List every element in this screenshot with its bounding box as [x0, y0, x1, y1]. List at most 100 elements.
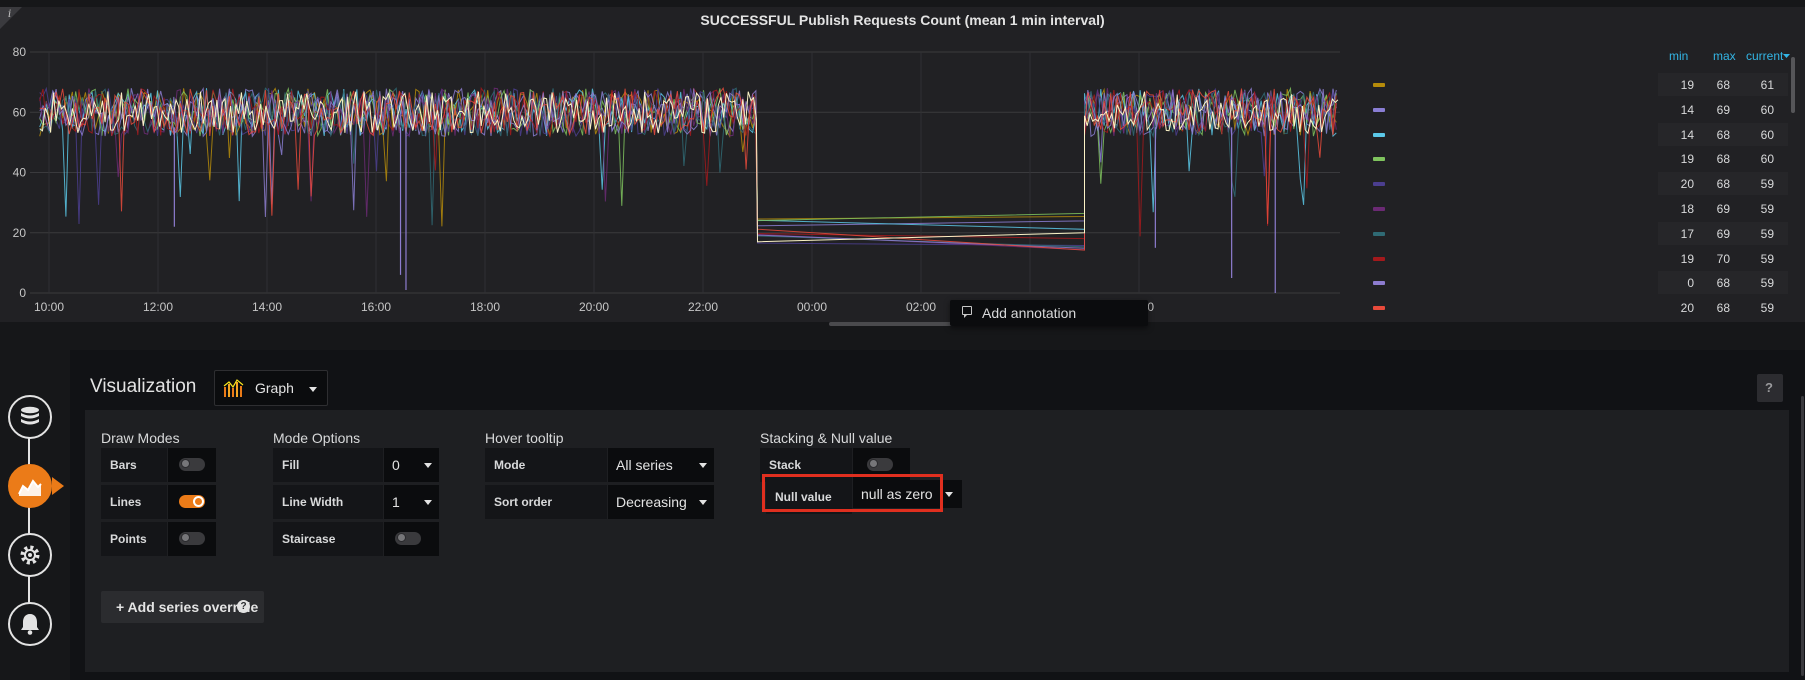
lines-toggle[interactable] [179, 495, 205, 508]
add-series-override-label: + Add series override [116, 599, 259, 615]
legend-swatch[interactable] [1373, 182, 1385, 187]
graph-viz-icon [223, 379, 244, 397]
chevron-down-icon [309, 387, 317, 392]
nav-queries-button[interactable] [8, 395, 52, 439]
draw-modes-title: Draw Modes [101, 430, 180, 446]
legend-swatch[interactable] [1373, 306, 1385, 311]
legend-values: 19 68 60 [1658, 147, 1788, 171]
legend-row[interactable]: 19 68 61 [1360, 73, 1790, 98]
comment-icon [962, 306, 972, 318]
legend-current: 60 [1760, 152, 1774, 167]
legend-max: 69 [1716, 102, 1730, 117]
legend-row[interactable]: 0 68 59 [1360, 271, 1790, 296]
points-switch-field[interactable] [168, 522, 216, 556]
null-value-highlight [762, 474, 943, 512]
legend-values: 0 68 59 [1658, 271, 1788, 295]
panel-info-corner[interactable]: i [0, 7, 22, 29]
hover-tooltip-title: Hover tooltip [485, 430, 564, 446]
legend-current: 61 [1760, 78, 1774, 92]
legend-swatch[interactable] [1373, 132, 1385, 137]
legend-row[interactable]: 20 68 59 [1360, 296, 1790, 321]
chevron-down-icon [424, 500, 432, 505]
points-label: Points [101, 522, 167, 556]
lines-label: Lines [101, 485, 167, 519]
help-button[interactable]: ? [1757, 374, 1783, 402]
horizontal-scrollbar[interactable] [829, 322, 959, 326]
staircase-toggle[interactable] [395, 532, 421, 545]
help-icon: ? [1765, 380, 1773, 395]
legend-current: 60 [1760, 127, 1774, 142]
legend-current: 59 [1760, 251, 1774, 266]
visualization-picker[interactable]: Graph [214, 370, 328, 406]
legend-row[interactable]: 19 68 60 [1360, 147, 1790, 172]
legend-max: 68 [1716, 276, 1730, 291]
legend-current: 60 [1760, 102, 1774, 117]
line-width-select[interactable]: 1 [384, 485, 439, 519]
legend-swatch[interactable] [1373, 231, 1385, 236]
points-toggle[interactable] [179, 532, 205, 545]
chevron-down-icon [699, 500, 707, 505]
lines-switch-field[interactable] [168, 485, 216, 519]
null-value-value: null as zero [861, 486, 933, 502]
legend-swatch[interactable] [1373, 83, 1385, 87]
null-value-select[interactable]: null as zero [853, 480, 962, 508]
mode-options-title: Mode Options [273, 430, 361, 446]
chevron-down-icon [424, 463, 432, 468]
stack-toggle[interactable] [867, 458, 893, 471]
legend-row[interactable]: 18 69 59 [1360, 196, 1790, 222]
legend-scrollbar[interactable] [1791, 57, 1795, 113]
legend-max: 69 [1716, 201, 1730, 216]
bars-switch-field[interactable] [168, 448, 216, 482]
legend-min: 14 [1680, 102, 1694, 117]
nav-visualization-button[interactable] [8, 464, 64, 508]
legend-min: 19 [1680, 251, 1694, 266]
legend-row[interactable]: 14 69 60 [1360, 97, 1790, 123]
null-value-label: Null value [766, 480, 852, 514]
legend-min: 19 [1680, 152, 1694, 167]
nav-alert-button[interactable] [8, 602, 52, 646]
legend-swatch[interactable] [1373, 281, 1385, 286]
x-tick-label: 20:00 [579, 300, 609, 314]
legend-values: 14 69 60 [1658, 97, 1788, 121]
legend-min: 14 [1680, 127, 1694, 142]
add-annotation-menu[interactable]: Add annotation [950, 300, 1148, 326]
bars-toggle[interactable] [179, 458, 205, 471]
legend-max: 70 [1716, 251, 1730, 266]
legend-swatch[interactable] [1373, 206, 1385, 211]
nav-general-button[interactable] [8, 533, 52, 577]
legend-values: 17 69 59 [1658, 221, 1788, 245]
info-icon[interactable]: i [8, 9, 12, 20]
legend-min: 19 [1680, 78, 1694, 92]
panel-title[interactable]: SUCCESSFUL Publish Requests Count (mean … [700, 12, 1105, 28]
x-tick-label: 18:00 [470, 300, 500, 314]
legend-row[interactable]: 20 68 59 [1360, 172, 1790, 197]
legend-swatch[interactable] [1373, 256, 1385, 261]
gear-icon [20, 545, 40, 565]
sort-order-value: Decreasing [616, 494, 687, 510]
legend-row[interactable]: 17 69 59 [1360, 221, 1790, 247]
legend-min-header[interactable]: min [1669, 49, 1689, 63]
legend-current: 59 [1760, 226, 1774, 241]
editor-scrollbar[interactable] [1801, 396, 1804, 676]
staircase-label: Staircase [273, 522, 383, 556]
question-icon[interactable]: ? [237, 600, 250, 613]
staircase-switch-field[interactable] [384, 522, 439, 556]
x-tick-label: 14:00 [252, 300, 282, 314]
add-annotation-label[interactable]: Add annotation [982, 305, 1077, 321]
legend-row[interactable]: 14 68 60 [1360, 122, 1790, 148]
legend-max-header[interactable]: max [1713, 49, 1736, 63]
sort-order-select[interactable]: Decreasing [608, 485, 714, 519]
legend-row[interactable]: 19 70 59 [1360, 246, 1790, 272]
fill-select[interactable]: 0 [384, 448, 439, 482]
legend-values: 19 68 61 [1658, 73, 1788, 96]
legend-swatch[interactable] [1373, 157, 1385, 162]
tooltip-mode-select[interactable]: All series [608, 448, 714, 482]
add-series-override-button[interactable]: + Add series override ? [101, 591, 264, 623]
visualization-icon [18, 479, 42, 496]
legend-swatch[interactable] [1373, 107, 1385, 112]
x-tick-label: 02:00 [906, 300, 936, 314]
legend-current-header[interactable]: current [1746, 49, 1784, 63]
visualization-editor: Visualization Graph ? Draw Modes Bars [70, 350, 1805, 680]
x-tick-label: 16:00 [361, 300, 391, 314]
panel-info-background [0, 7, 22, 29]
